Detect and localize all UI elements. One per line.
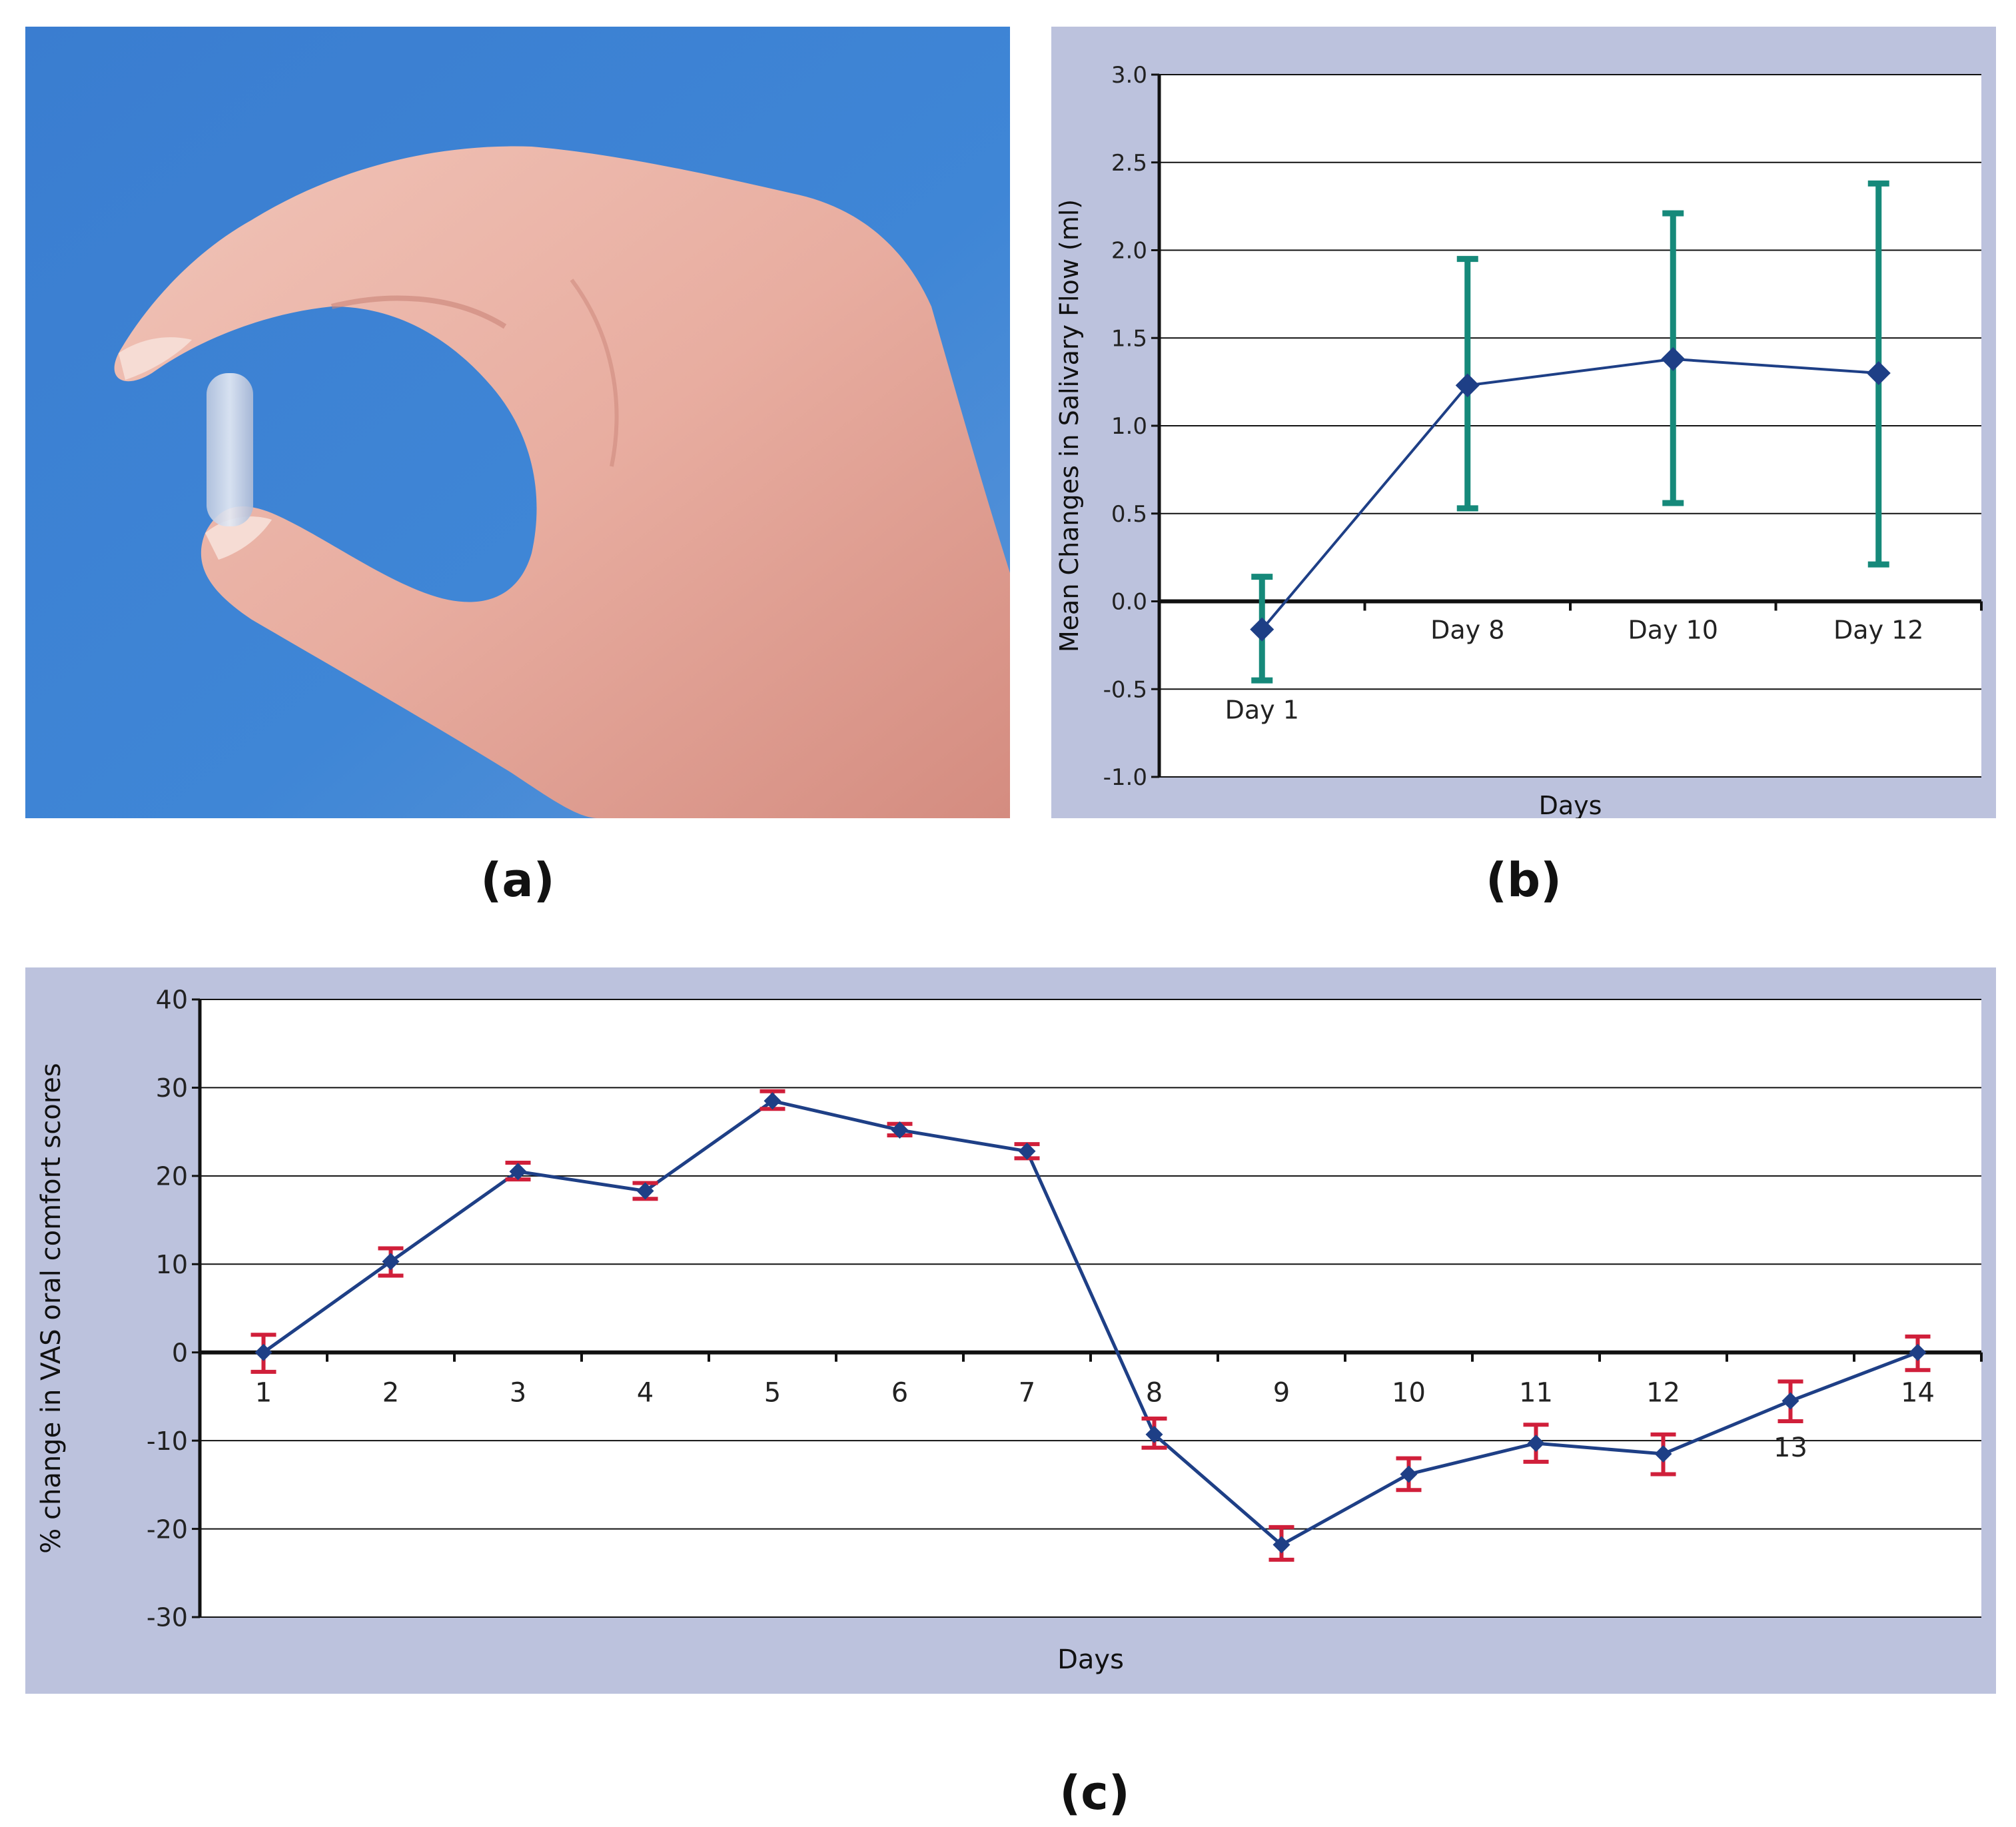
x-axis-title: Days <box>1539 791 1602 818</box>
data-point <box>382 1253 400 1271</box>
x-tick-label: Day 12 <box>1833 616 1923 645</box>
data-point <box>1145 1425 1163 1443</box>
x-tick-label: 14 <box>1901 1378 1935 1409</box>
chart-c-panel: 40 30 20 10 0 -10 -20 -30 1 2 3 4 5 6 7 8 9 10 11 12 13 14 Day… <box>25 967 1996 1694</box>
data-point <box>1781 1392 1799 1410</box>
x-tick-label: Day 1 <box>1225 695 1299 724</box>
y-tick-label: 1.0 <box>1111 413 1147 440</box>
x-tick-label: 12 <box>1646 1378 1680 1409</box>
x-tick-label: 9 <box>1273 1378 1290 1409</box>
data-point <box>1527 1435 1545 1453</box>
y-tick-label: 20 <box>156 1162 188 1191</box>
y-axis-title: % change in VAS oral comfort scores <box>36 1063 67 1554</box>
x-tick-label: Day 10 <box>1628 616 1718 645</box>
y-tick-label: 0.0 <box>1111 589 1147 616</box>
data-point <box>1250 617 1274 642</box>
chart-b-panel: 3.0 2.5 2.0 1.5 1.0 0.5 0.0 -0.5 -1.0 Day 1 Day 8 D… <box>1051 27 1996 820</box>
x-tick-label: 3 <box>510 1378 526 1409</box>
x-tick-label: 13 <box>1773 1433 1807 1463</box>
data-point <box>1661 346 1686 371</box>
data-point <box>254 1343 272 1361</box>
data-point <box>636 1182 654 1200</box>
data-point <box>1400 1465 1418 1483</box>
x-axis-title: Days <box>1057 1644 1124 1675</box>
y-tick-label: 0.5 <box>1111 501 1147 528</box>
data-point <box>1866 360 1891 385</box>
panel-label-c: (c) <box>1059 1766 1130 1820</box>
hand-holding-saliva-insert-photo <box>25 27 1010 818</box>
x-tick-label: 4 <box>637 1378 654 1409</box>
data-point <box>509 1163 527 1181</box>
y-tick-label: 30 <box>156 1073 188 1103</box>
panel-label-b: (b) <box>1485 853 1562 908</box>
y-tick-label: 10 <box>156 1250 188 1279</box>
data-point <box>1909 1343 1927 1361</box>
data-point <box>1018 1142 1036 1160</box>
series-line <box>1260 357 1879 630</box>
y-axis-title: Mean Changes in Salivary Flow (ml) <box>1055 199 1084 652</box>
data-point <box>763 1092 781 1110</box>
data-point <box>1654 1445 1672 1463</box>
x-tick-label: 11 <box>1519 1378 1553 1409</box>
x-tick-label: 8 <box>1146 1378 1163 1409</box>
series-line <box>262 1099 1919 1547</box>
data-point <box>891 1121 909 1139</box>
data-point <box>1455 373 1480 398</box>
y-tick-label: 1.5 <box>1111 325 1147 352</box>
y-tick-label: 0 <box>172 1338 188 1367</box>
y-tick-label: -0.5 <box>1103 676 1147 703</box>
y-tick-label: -1.0 <box>1103 764 1147 791</box>
y-tick-label: 2.0 <box>1111 238 1147 265</box>
y-tick-label: 3.0 <box>1111 62 1147 89</box>
y-tick-label: -20 <box>147 1515 188 1544</box>
x-tick-label: 5 <box>764 1378 781 1409</box>
panel-label-a: (a) <box>480 853 555 908</box>
data-point <box>1272 1536 1290 1554</box>
x-tick-label: 2 <box>382 1378 399 1409</box>
x-tick-label: 6 <box>891 1378 908 1409</box>
y-tick-label: 2.5 <box>1111 150 1147 177</box>
x-tick-label: 1 <box>255 1378 272 1409</box>
y-tick-label: -10 <box>147 1427 188 1456</box>
y-tick-label: -30 <box>147 1603 188 1632</box>
y-tick-label: 40 <box>156 985 188 1015</box>
x-tick-label: 10 <box>1392 1378 1426 1409</box>
x-tick-label: Day 8 <box>1430 616 1504 645</box>
x-tick-label: 7 <box>1019 1378 1035 1409</box>
chart-b-salivary-flow: 3.0 2.5 2.0 1.5 1.0 0.5 0.0 -0.5 -1.0 Day 1 Day 8 D… <box>1055 62 1983 820</box>
plot-area <box>200 999 1981 1617</box>
photo-hand-holding-insert <box>25 27 1010 818</box>
